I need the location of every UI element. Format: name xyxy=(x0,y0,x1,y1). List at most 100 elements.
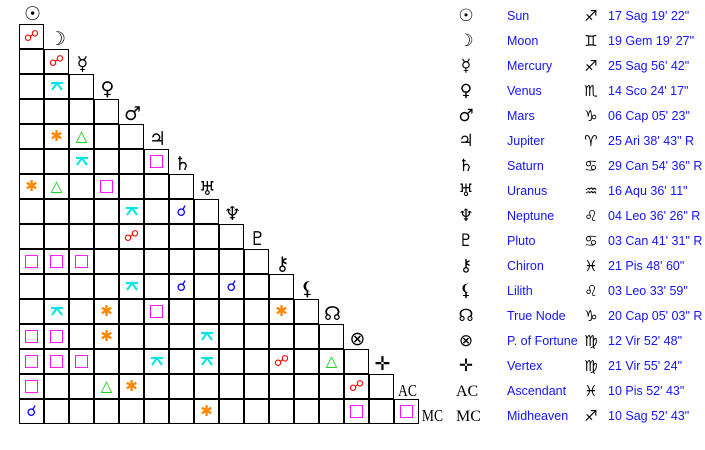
planet-name: Saturn xyxy=(507,159,544,173)
planet-name: Vertex xyxy=(507,359,543,373)
planet-position: 03 Leo 33' 59" xyxy=(608,284,688,298)
part-of-fortune-icon: ⊗ xyxy=(458,331,474,351)
saturn-icon: ♄ xyxy=(458,156,474,176)
aspect-cell xyxy=(94,399,119,424)
aspect-cell: △ xyxy=(94,374,119,399)
trine-icon: △ xyxy=(325,352,338,370)
jupiter-icon: ♃ xyxy=(148,128,167,150)
ascendant-label: AC xyxy=(398,381,417,400)
aspect-cell xyxy=(294,374,319,399)
sextile-icon: ✱ xyxy=(50,127,63,145)
aspect-cell xyxy=(94,124,119,149)
chiron-icon: ⚷ xyxy=(275,253,290,275)
aspect-cell: □ xyxy=(69,349,94,374)
aspect-cell: □ xyxy=(44,324,69,349)
aspect-cell: ☍ xyxy=(19,24,44,49)
aspect-cell xyxy=(19,49,44,74)
sextile-icon: ✱ xyxy=(25,177,38,195)
sagittarius-icon: ♐ xyxy=(584,7,598,25)
aspect-cell: □ xyxy=(19,324,44,349)
aspect-cell xyxy=(44,274,69,299)
neptune-icon: ♆ xyxy=(458,206,474,226)
planet-row: ⚸ Lilith ♌ 03 Leo 33' 59" xyxy=(450,280,705,305)
planet-row: ☿ Mercury ♐ 25 Sag 56' 42" xyxy=(450,55,705,80)
aspect-cell xyxy=(19,299,44,324)
aspect-cell: □ xyxy=(394,399,419,424)
planet-row: ♆ Neptune ♌ 04 Leo 36' 26" R xyxy=(450,205,705,230)
aspect-cell xyxy=(244,399,269,424)
aspect-cell xyxy=(19,149,44,174)
trine-icon: △ xyxy=(50,177,63,195)
planet-name: Venus xyxy=(507,84,542,98)
planet-name: Lilith xyxy=(507,284,533,298)
mercury-icon: ☿ xyxy=(76,53,89,75)
aspect-cell xyxy=(94,249,119,274)
sextile-icon: ✱ xyxy=(100,302,113,320)
aspect-cell xyxy=(19,274,44,299)
planet-row: ♀ Venus ♏ 14 Sco 24' 17" xyxy=(450,80,705,105)
aspect-cell xyxy=(94,99,119,124)
planet-row: ♄ Saturn ♋ 29 Can 54' 36" R xyxy=(450,155,705,180)
conjunction-icon: ☌ xyxy=(176,277,187,295)
aspect-cell xyxy=(194,199,219,224)
aspect-cell xyxy=(69,274,94,299)
pisces-icon: ♓ xyxy=(584,257,598,275)
planet-row: ☉ Sun ♐ 17 Sag 19' 22" xyxy=(450,5,705,30)
aspect-cell xyxy=(44,149,69,174)
aspect-cell xyxy=(319,324,344,349)
aspect-cell xyxy=(219,349,244,374)
opposition-icon: ☍ xyxy=(48,52,65,70)
square-icon: □ xyxy=(23,376,40,396)
aspect-cell xyxy=(119,399,144,424)
pisces-icon: ♓ xyxy=(584,382,598,400)
aspect-cell xyxy=(244,324,269,349)
aspect-cell xyxy=(19,124,44,149)
aspect-cell: ✱ xyxy=(19,174,44,199)
planet-position: 21 Vir 55' 24" xyxy=(608,359,683,373)
planet-name: Sun xyxy=(507,9,530,23)
aspect-cell xyxy=(69,374,94,399)
aspect-cell xyxy=(94,274,119,299)
planet-position: 19 Gem 19' 27" xyxy=(608,34,695,48)
ascendant-label: AC xyxy=(456,383,479,400)
square-icon: □ xyxy=(48,251,65,271)
aspect-cell: □ xyxy=(144,149,169,174)
aspect-cell xyxy=(194,249,219,274)
aries-icon: ♈ xyxy=(584,132,598,150)
planet-position: 04 Leo 36' 26" R xyxy=(608,209,701,223)
planet-position: 10 Pis 52' 43" xyxy=(608,384,685,398)
venus-icon: ♀ xyxy=(459,81,473,101)
planet-name: Pluto xyxy=(507,234,536,248)
leo-icon: ♌ xyxy=(584,207,598,225)
square-icon: □ xyxy=(23,351,40,371)
aspect-cell: △ xyxy=(69,124,94,149)
part-of-fortune-icon: ⊗ xyxy=(349,328,366,350)
scorpio-icon: ♏ xyxy=(584,82,598,100)
aspect-cell: ✱ xyxy=(94,299,119,324)
opposition-icon: ☍ xyxy=(23,27,40,45)
aspect-cell xyxy=(119,324,144,349)
aspect-grid: ☉ ☽ ☍ ☿ ☍ ♀ ♂ ♃ ✱ △ ♄ □ ♅ ✱ △ □ ♆ ☌ ♇ ☍ ⚷ □ □ □ ⚸ ☌ ☌ ☊ ✱ □ ✱ ⊗ □ □ ✱ ✛ □ □ □ ☍… xyxy=(19,5,443,424)
aspect-cell xyxy=(44,374,69,399)
aspect-cell: ☍ xyxy=(344,374,369,399)
moon-icon: ☽ xyxy=(458,31,474,51)
planet-position: 10 Sag 52' 43" xyxy=(608,409,690,423)
conjunction-icon: ☌ xyxy=(176,202,187,220)
square-icon: □ xyxy=(48,326,65,346)
aspect-cell xyxy=(144,174,169,199)
cancer-icon: ♋ xyxy=(584,232,598,250)
planet-row: ✛ Vertex ♍ 21 Vir 55' 24" xyxy=(450,355,705,380)
mars-icon: ♂ xyxy=(458,106,474,126)
aspect-cell xyxy=(119,299,144,324)
aspect-cell xyxy=(194,349,219,374)
aspect-cell xyxy=(69,224,94,249)
quincunx-icon xyxy=(125,204,139,219)
aspect-cell xyxy=(94,199,119,224)
square-icon: □ xyxy=(23,251,40,271)
planet-position: 20 Cap 05' 03" R xyxy=(608,309,703,323)
planet-name: Jupiter xyxy=(507,134,545,148)
planet-name: P. of Fortune xyxy=(507,334,578,348)
aspect-cell xyxy=(294,299,319,324)
aspect-cell: ✱ xyxy=(119,374,144,399)
aspect-cell xyxy=(244,299,269,324)
